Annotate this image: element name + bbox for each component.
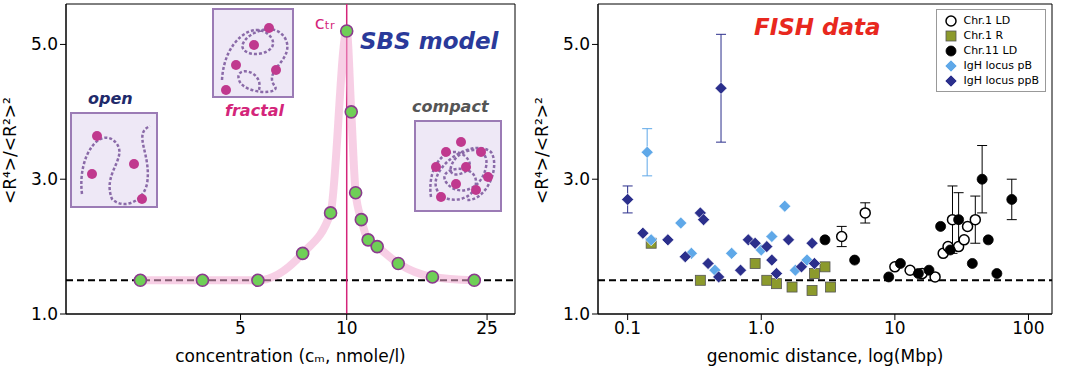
html-text:FISH data: FISH data bbox=[754, 14, 881, 40]
html-text:Chr.1 LD: Chr.1 LD bbox=[963, 14, 1011, 27]
svg-text:cₜᵣ: cₜᵣ bbox=[315, 12, 335, 33]
svg-text:1.0: 1.0 bbox=[31, 304, 58, 324]
svg-text:genomic distance, log(Mbp): genomic distance, log(Mbp) bbox=[707, 346, 944, 366]
html-text:compact: compact bbox=[412, 97, 489, 116]
svg-text:1.0: 1.0 bbox=[748, 318, 775, 338]
svg-text:5.0: 5.0 bbox=[31, 34, 58, 54]
html-text:IgH locus ppB: IgH locus ppB bbox=[963, 74, 1039, 87]
svg-text:concentration (cₘ, nmole/l): concentration (cₘ, nmole/l) bbox=[175, 346, 406, 366]
html-text:SBS model: SBS model bbox=[360, 28, 499, 54]
svg-text:3.0: 3.0 bbox=[31, 169, 58, 189]
svg-text:5: 5 bbox=[235, 318, 246, 338]
html-text:Chr.11 LD: Chr.11 LD bbox=[963, 44, 1018, 57]
svg-text:1.0: 1.0 bbox=[563, 304, 590, 324]
svg-text:10: 10 bbox=[336, 318, 358, 338]
svg-text:5.0: 5.0 bbox=[563, 34, 590, 54]
svg-text:<R⁴>/<R²>²: <R⁴>/<R²>² bbox=[532, 97, 552, 204]
svg-text:0.1: 0.1 bbox=[614, 318, 641, 338]
svg-text:3.0: 3.0 bbox=[563, 169, 590, 189]
svg-text:10: 10 bbox=[884, 318, 906, 338]
svg-text:100: 100 bbox=[1012, 318, 1044, 338]
html-text:Chr.1 R: Chr.1 R bbox=[963, 29, 1004, 42]
html-text:fractal: fractal bbox=[225, 101, 285, 120]
html-text:open: open bbox=[88, 89, 133, 108]
svg-text:<R⁴>/<R²>²: <R⁴>/<R²>² bbox=[0, 97, 20, 204]
html-text:IgH locus pB: IgH locus pB bbox=[963, 59, 1032, 72]
svg-text:25: 25 bbox=[476, 318, 498, 338]
